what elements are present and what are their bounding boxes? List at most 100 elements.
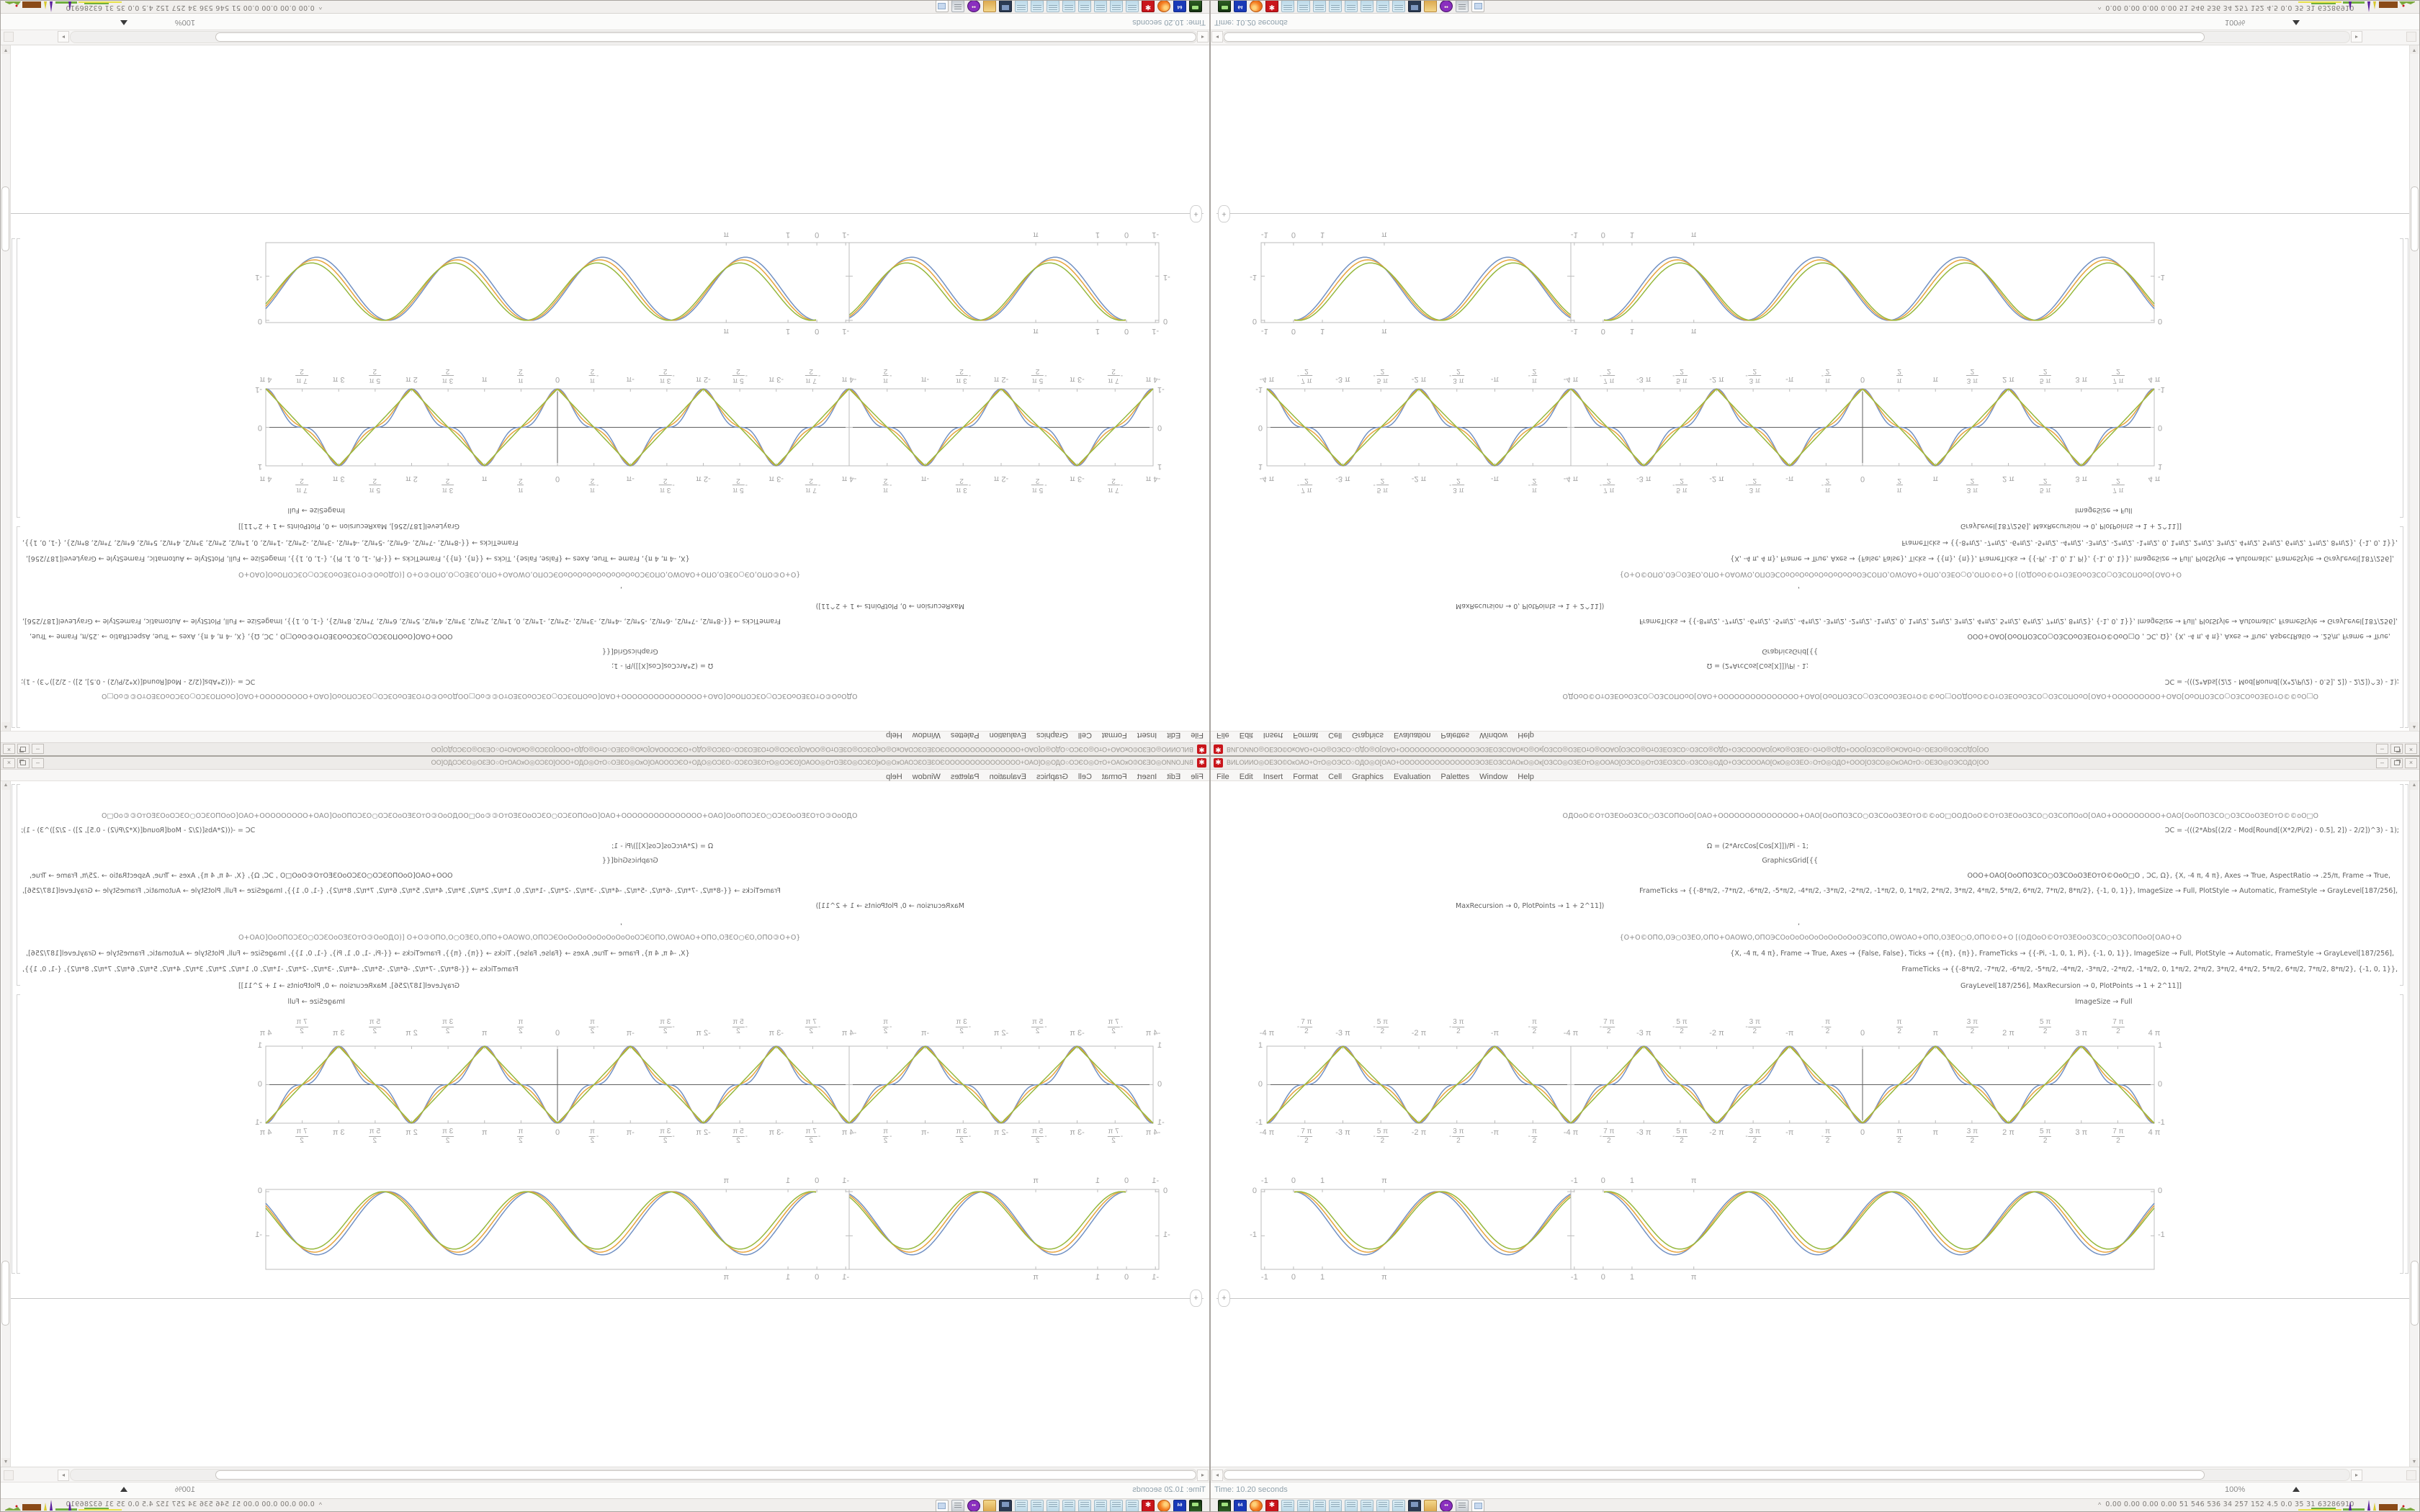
code-line[interactable]: ImageSize → Full	[287, 998, 346, 1006]
notepad-icon[interactable]	[1015, 0, 1028, 12]
folder-icon[interactable]	[1424, 0, 1437, 12]
vertical-scrollbar[interactable]: ▲ ▼	[1, 45, 11, 731]
magnification-menu-icon[interactable]	[2293, 20, 2300, 25]
cell-insertion-plus[interactable]: +	[1190, 205, 1202, 222]
code-line[interactable]: ,	[1797, 919, 1800, 927]
notepad-icon[interactable]	[1062, 0, 1075, 12]
resize-grip[interactable]	[2406, 32, 2416, 42]
code-line[interactable]: GrayLevel[187/256], MaxRecursion → 0, Pl…	[1960, 982, 2182, 990]
resize-grip[interactable]	[4, 1470, 14, 1480]
horizontal-scrollbar[interactable]	[70, 1469, 1198, 1481]
menu-item-graphics[interactable]: Graphics	[1036, 731, 1068, 739]
restore-button[interactable]	[2390, 744, 2403, 754]
whiteboard-icon[interactable]	[936, 1500, 949, 1512]
input-code-cell[interactable]: ОДОoО©ОтОЗЕОoОЗСО○ОЗСОПОoО[ОАО+ООООООООО…	[1, 496, 1209, 705]
window-titlebar[interactable]: ✱ ВИLОИИО◎ОЕЗО©ОкОАО+ОтО◎ОЭСО○ОДО◎О[ОАО+…	[1, 757, 1209, 770]
cell-bracket-input[interactable]	[2400, 526, 2403, 728]
window-titlebar[interactable]: ✱ ВИLОИИО◎ОЕЗО©ОкОАО+ОтО◎ОЭСО○ОДО◎О[ОАО+…	[1211, 742, 2419, 755]
floppy-64-icon[interactable]: 64	[1234, 1500, 1247, 1511]
firefox-icon[interactable]	[1250, 0, 1263, 12]
menu-item-file[interactable]: File	[1216, 773, 1229, 781]
vertical-scroll-thumb[interactable]	[1, 1261, 9, 1326]
code-line[interactable]: Ω = (2*ArcCos[Cos[X]])/Pi - 1;	[1706, 662, 1809, 670]
cell-bracket-group[interactable]	[12, 238, 15, 728]
scroll-up-icon[interactable]: ▲	[2410, 781, 2419, 790]
notepad-icon[interactable]	[1361, 0, 1373, 12]
folder-icon[interactable]	[983, 0, 996, 12]
notepad-icon[interactable]	[1329, 1500, 1342, 1511]
magnification-menu-icon[interactable]	[120, 20, 127, 25]
cell-bracket-input[interactable]	[2400, 784, 2403, 986]
gear-red-icon[interactable]: ✱	[1265, 1500, 1278, 1511]
close-button[interactable]: ×	[3, 744, 15, 754]
menu-item-edit[interactable]: Edit	[1239, 731, 1253, 739]
menu-item-evaluation[interactable]: Evaluation	[989, 731, 1026, 739]
scroll-down-icon[interactable]: ▼	[1, 1458, 10, 1467]
cell-bracket-output[interactable]	[2400, 994, 2403, 1274]
cell-bracket-output[interactable]	[17, 238, 20, 518]
menu-item-format[interactable]: Format	[1293, 773, 1319, 781]
scroll-icon[interactable]	[951, 1500, 964, 1512]
code-line[interactable]: ,	[620, 919, 623, 927]
code-line[interactable]: ƆC = -(((2*Abs[(2/2 - Mod[Round[(X*2/Pi/…	[21, 678, 256, 685]
menu-item-format[interactable]: Format	[1101, 731, 1127, 739]
cell-bracket-group[interactable]	[2405, 784, 2408, 1274]
menu-item-help[interactable]: Help	[886, 731, 902, 739]
notepad-icon[interactable]	[1078, 0, 1091, 12]
code-line[interactable]: ,	[1797, 585, 1800, 593]
notepad-icon[interactable]	[1126, 0, 1139, 12]
code-line[interactable]: GraphicsGrid[{{	[1762, 857, 1818, 865]
code-line-garbled[interactable]: ОДОoО©ОтОЗЕОoОЗСО○ОЗСОПОoО[ОАО+ООООООООО…	[102, 692, 858, 700]
code-line[interactable]: GrayLevel[187/256], MaxRecursion → 0, Pl…	[1960, 522, 2182, 530]
gear-red-icon[interactable]: ✱	[1265, 0, 1278, 12]
menu-item-palettes[interactable]: Palettes	[1440, 731, 1470, 739]
cell-bracket-output[interactable]	[17, 994, 20, 1274]
magnification-label[interactable]: 100%	[174, 1485, 195, 1494]
menu-item-edit[interactable]: Edit	[1167, 731, 1181, 739]
mask-purple-icon[interactable]: ••	[967, 0, 980, 12]
code-line-garbled[interactable]: {О+О©ОПО,ОЭ○ОЗЕО,ОПО+ОАОWО,ОПОЭСОoОoОoОo…	[1619, 570, 2182, 578]
cell-bracket-output[interactable]	[2400, 238, 2403, 518]
code-line[interactable]: ƆC = -(((2*Abs[(2/2 - Mod[Round[(X*2/Pi/…	[2164, 827, 2399, 834]
code-line[interactable]: GraphicsGrid[{{	[1762, 647, 1818, 655]
firefox-icon[interactable]	[1157, 0, 1170, 12]
cell-insertion-line[interactable]	[9, 213, 1204, 214]
drive-green-icon[interactable]	[1218, 1500, 1231, 1511]
minimize-button[interactable]: –	[2376, 758, 2388, 768]
code-line[interactable]: GrayLevel[187/256], MaxRecursion → 0, Pl…	[238, 982, 460, 990]
code-line[interactable]: FrameTicks → {{-8*π/2, -7*π/2, -6*π/2, -…	[1639, 617, 2398, 625]
menu-item-cell[interactable]: Cell	[1077, 731, 1092, 739]
code-line[interactable]: FrameTicks → {{-8*π/2, -7*π/2, -6*π/2, -…	[22, 539, 519, 546]
cell-bracket-group[interactable]	[2405, 238, 2408, 728]
horizontal-scroll-thumb[interactable]	[215, 32, 1196, 42]
menu-item-window[interactable]: Window	[1479, 731, 1508, 739]
vertical-scroll-thumb[interactable]	[1, 186, 9, 251]
notepad-icon[interactable]	[1345, 1500, 1358, 1511]
notepad-icon[interactable]	[1376, 0, 1389, 12]
code-line[interactable]: ООО+ОАО[ОoОПОЗСО○ОЗСОoОЗЕОтО©ОoО□О , ƆC,…	[1967, 632, 2390, 640]
scroll-up-icon[interactable]: ▲	[2410, 722, 2419, 731]
scroll-down-icon[interactable]: ▼	[2410, 1458, 2419, 1467]
horizontal-scrollbar[interactable]	[1222, 1469, 2350, 1481]
code-line[interactable]: {X, -4 π, 4 π}, Frame → True, Axes → {Fa…	[26, 554, 690, 562]
code-line[interactable]: ООО+ОАО[ОoОПОЗСО○ОЗСОoОЗЕОтО©ОoО□О , ƆC,…	[30, 632, 453, 640]
notepad-icon[interactable]	[1047, 0, 1059, 12]
cell-insertion-line[interactable]	[1216, 213, 2411, 214]
notepad-icon[interactable]	[1047, 1500, 1059, 1512]
menu-item-help[interactable]: Help	[1518, 731, 1534, 739]
code-line[interactable]: FrameTicks → {{-8*π/2, -7*π/2, -6*π/2, -…	[1901, 966, 2398, 973]
vertical-scroll-thumb[interactable]	[2411, 186, 2419, 251]
tray-expander-icon[interactable]: ^	[318, 4, 322, 12]
notepad-icon[interactable]	[1313, 0, 1326, 12]
menu-item-cell[interactable]: Cell	[1328, 773, 1343, 781]
cell-insertion-line[interactable]	[9, 1298, 1204, 1299]
horizontal-scrollbar[interactable]	[1222, 31, 2350, 43]
restore-button[interactable]	[17, 758, 30, 768]
minimize-button[interactable]: –	[2376, 744, 2388, 754]
menu-item-palettes[interactable]: Palettes	[1440, 773, 1470, 781]
scroll-left-icon[interactable]: ◂	[1197, 1470, 1209, 1481]
floppy-64-icon[interactable]: 64	[1173, 0, 1186, 12]
menu-item-help[interactable]: Help	[1518, 773, 1534, 781]
cell-bracket-input[interactable]	[17, 526, 20, 728]
code-line-garbled[interactable]: {О+О©ОПО,ОЭ○ОЗЕО,ОПО+ОАОWО,ОПОЭСОoОoОoОo…	[1619, 934, 2182, 942]
